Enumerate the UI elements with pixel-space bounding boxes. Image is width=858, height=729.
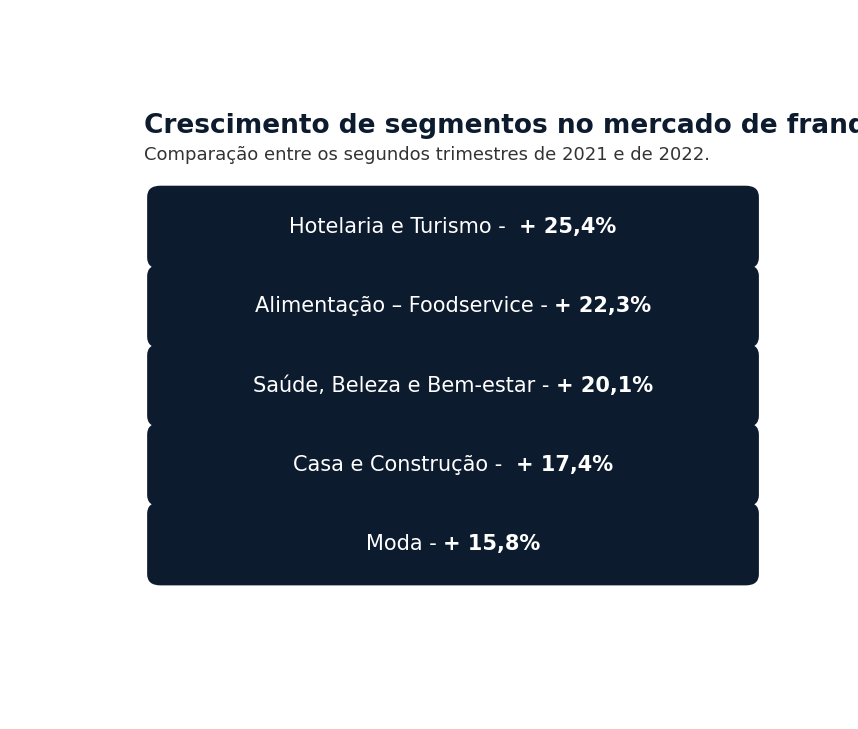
Text: Saúde, Beleza e Bem-estar -: Saúde, Beleza e Bem-estar - (253, 375, 556, 396)
FancyBboxPatch shape (148, 344, 759, 427)
Text: + 17,4%: + 17,4% (516, 455, 613, 475)
Text: + 15,8%: + 15,8% (443, 534, 541, 554)
FancyBboxPatch shape (148, 265, 759, 348)
Text: Alimentação – Foodservice -: Alimentação – Foodservice - (255, 297, 554, 316)
FancyBboxPatch shape (148, 423, 759, 506)
FancyBboxPatch shape (148, 186, 759, 269)
Text: Moda -: Moda - (366, 534, 443, 554)
Text: Comparação entre os segundos trimestres de 2021 e de 2022.: Comparação entre os segundos trimestres … (144, 147, 710, 165)
Text: + 20,1%: + 20,1% (556, 375, 653, 396)
Text: + 22,3%: + 22,3% (554, 297, 651, 316)
Text: + 25,4%: + 25,4% (519, 217, 617, 237)
Text: Crescimento de segmentos no mercado de franquia: Crescimento de segmentos no mercado de f… (144, 113, 858, 139)
Text: Hotelaria e Turismo -: Hotelaria e Turismo - (289, 217, 519, 237)
FancyBboxPatch shape (148, 502, 759, 585)
Text: Casa e Construção -: Casa e Construção - (293, 455, 516, 475)
